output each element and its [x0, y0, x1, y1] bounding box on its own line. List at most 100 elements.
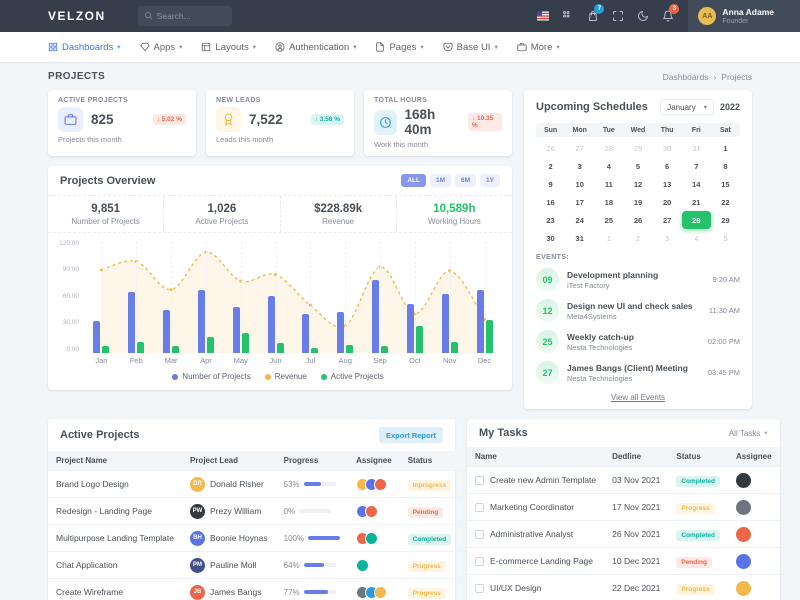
calendar-day[interactable]: 2	[548, 161, 553, 171]
fullscreen-icon[interactable]	[605, 10, 630, 22]
status-badge: Completed	[676, 530, 720, 541]
calendar-day[interactable]: 27	[575, 143, 584, 153]
overview-stat-label: Number of Projects	[71, 217, 140, 226]
cart-icon[interactable]: 7	[580, 4, 605, 22]
calendar-day[interactable]: 24	[575, 215, 584, 225]
bar-group-oct	[397, 241, 432, 353]
calendar-day[interactable]: 1	[606, 233, 611, 243]
month-select[interactable]: January ▾	[660, 99, 714, 115]
calendar-day[interactable]: 13	[662, 179, 672, 189]
calendar-day[interactable]: 25	[604, 215, 614, 225]
task-checkbox[interactable]	[475, 475, 484, 485]
range-button-6m[interactable]: 6M	[455, 174, 477, 187]
menu-item-label: Apps	[153, 41, 176, 53]
project-name-cell[interactable]: Chat Application	[48, 551, 182, 579]
task-deadline-cell: 22 Dec 2021	[604, 574, 669, 600]
calendar-day-selected[interactable]: 28	[681, 211, 711, 229]
calendar-day[interactable]: 12	[633, 179, 643, 189]
task-assignee-avatar	[735, 553, 751, 569]
calendar-day[interactable]: 2	[635, 233, 641, 243]
task-assignee-cell	[727, 547, 780, 575]
project-lead-cell: JB James Bangs	[181, 578, 276, 600]
view-all-events-link[interactable]: View all Events	[610, 393, 666, 402]
calendar-day[interactable]: 22	[721, 197, 730, 207]
menu-item-apps[interactable]: Apps ▾	[139, 41, 182, 53]
breadcrumb-dashboards[interactable]: Dashboards	[662, 71, 709, 82]
calendar-day[interactable]: 8	[723, 161, 728, 171]
event-item[interactable]: 27 James Bangs (Client) Meeting Nesta Tech…	[536, 357, 740, 388]
event-organization: iTest Factory	[567, 280, 610, 290]
calendar-day[interactable]: 20	[662, 197, 672, 207]
calendar-day[interactable]: 30	[546, 233, 555, 243]
project-lead-cell: DR Donald Risher	[181, 470, 276, 498]
global-search[interactable]	[137, 6, 232, 26]
calendar-day[interactable]: 31	[575, 233, 584, 243]
calendar-day[interactable]: 16	[546, 197, 555, 207]
dark-mode-icon[interactable]	[630, 10, 655, 22]
task-checkbox[interactable]	[475, 583, 484, 593]
export-report-button[interactable]: Export Report	[378, 427, 443, 443]
calendar-day[interactable]: 1	[723, 143, 728, 153]
calendar-day[interactable]: 28	[604, 143, 614, 153]
column-header-assignee: Assignee	[348, 451, 400, 471]
menu-item-authentication[interactable]: Authentication ▾	[275, 42, 356, 53]
calendar-day[interactable]: 30	[662, 143, 672, 153]
calendar-day[interactable]: 3	[665, 233, 670, 243]
calendar-day[interactable]: 26	[546, 143, 555, 153]
menu-item-base-ui[interactable]: Base UI ▾	[443, 42, 498, 53]
calendar-day[interactable]: 19	[633, 197, 643, 207]
menu-item-pages[interactable]: Pages ▾	[375, 41, 424, 53]
project-name-cell[interactable]: Multipurpose Landing Template	[48, 524, 182, 552]
calendar-day[interactable]: 4	[694, 233, 699, 243]
calendar-day[interactable]: 10	[575, 179, 584, 189]
calendar-day[interactable]: 6	[665, 161, 670, 171]
menu-item-dashboards[interactable]: Dashboards ▾	[48, 42, 121, 53]
calendar-day[interactable]: 26	[633, 215, 643, 225]
task-checkbox[interactable]	[475, 556, 484, 566]
task-checkbox[interactable]	[475, 502, 484, 512]
user-menu[interactable]: AA Anna Adame Founder	[688, 0, 800, 32]
calendar-day[interactable]: 31	[692, 143, 701, 153]
range-button-1y[interactable]: 1Y	[480, 174, 500, 187]
progress-bar-fill	[303, 563, 325, 567]
range-button-1m[interactable]: 1M	[429, 174, 452, 187]
event-item[interactable]: 09 Development planning iTest Factory 9:20 …	[536, 264, 740, 295]
project-name-cell[interactable]: Create Wireframe	[48, 578, 182, 600]
calendar-day[interactable]: 29	[721, 215, 730, 225]
calendar-day[interactable]: 17	[575, 197, 584, 207]
calendar-day[interactable]: 27	[662, 215, 672, 225]
calendar-day[interactable]: 9	[548, 179, 553, 189]
apps-grid-icon[interactable]	[555, 10, 580, 22]
month-select-value: January	[667, 102, 696, 112]
event-item[interactable]: 12 Design new UI and check sales Meta4Syst…	[536, 295, 740, 326]
search-input[interactable]	[156, 11, 226, 21]
calendar-day[interactable]: 23	[546, 215, 555, 225]
menu-item-label: Pages	[389, 41, 417, 53]
calendar-day[interactable]: 29	[633, 143, 643, 153]
notifications-icon[interactable]: 3	[655, 4, 680, 22]
calendar-day[interactable]: 18	[604, 197, 614, 207]
project-name-cell[interactable]: Redesign - Landing Page	[48, 497, 182, 525]
calendar-day[interactable]: 21	[692, 197, 701, 207]
calendar-day[interactable]: 5	[723, 233, 728, 243]
weekday-label: Sat	[719, 126, 731, 134]
search-icon	[144, 7, 153, 25]
event-item[interactable]: 25 Weekly catch-up Nesta Technologies 02:00…	[536, 326, 740, 357]
task-checkbox[interactable]	[475, 529, 484, 539]
menu-item-more[interactable]: More ▾	[517, 42, 560, 53]
calendar-day[interactable]: 7	[694, 161, 699, 171]
range-button-all[interactable]: ALL	[401, 174, 426, 187]
tasks-filter-dropdown[interactable]: All Tasks ▾	[729, 429, 768, 438]
menu-item-layouts[interactable]: Layouts ▾	[201, 42, 256, 53]
calendar-day[interactable]: 14	[692, 179, 701, 189]
overview-stat: 9,851 Number of Projects	[48, 196, 165, 232]
us-flag-icon[interactable]	[530, 10, 555, 22]
calendar-day[interactable]: 5	[635, 161, 641, 171]
status-cell: Inprogress	[399, 470, 460, 498]
bar-group-jul	[293, 241, 328, 353]
calendar-day[interactable]: 3	[577, 161, 582, 171]
project-name-cell[interactable]: Brand Logo Design	[48, 470, 182, 498]
calendar-day[interactable]: 4	[606, 161, 611, 171]
calendar-day[interactable]: 15	[721, 179, 730, 189]
calendar-day[interactable]: 11	[604, 179, 613, 189]
